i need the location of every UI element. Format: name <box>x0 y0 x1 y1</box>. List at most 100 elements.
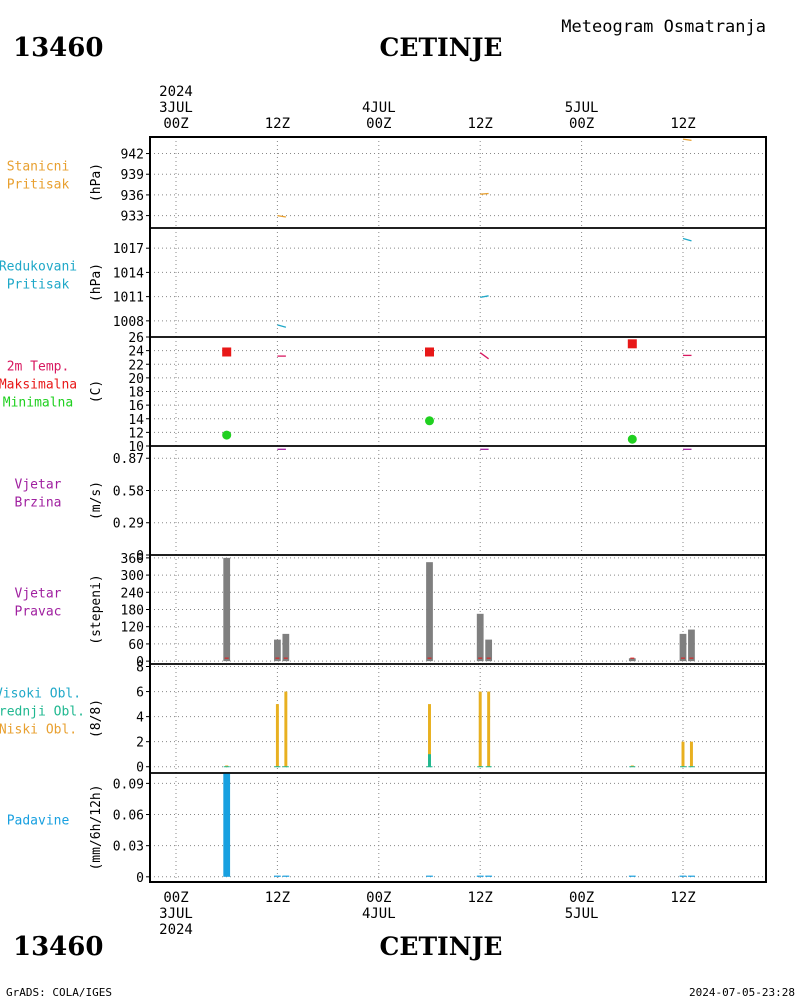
bars-clouds <box>223 691 695 768</box>
y-tick-label: 300 <box>121 569 144 584</box>
y-tick-label: 18 <box>128 386 144 401</box>
y-axis-label: (hPa) <box>89 163 104 202</box>
bottom-time-label: 00Z <box>366 890 391 906</box>
panel-frame <box>149 772 767 883</box>
y-tick-label: 0.06 <box>113 809 144 824</box>
station-name-bottom: CETINJE <box>380 932 503 961</box>
y-axis-label: (stepeni) <box>89 574 104 644</box>
panel-title: Vjetar Pravac <box>15 587 62 620</box>
panel-clouds: 0 2 4 6 8 (8/8) Visoki Obl. Srednji Obl. Niski O… <box>0 661 767 776</box>
bar <box>225 765 229 767</box>
bar <box>485 875 493 877</box>
y-tick-label: 942 <box>121 148 144 163</box>
series-segment <box>480 295 489 299</box>
max-temp-marker <box>627 339 637 349</box>
bar <box>679 633 687 662</box>
render-timestamp: 2024-07-05-23:28 <box>689 986 795 999</box>
series-sea_pressure <box>277 237 692 328</box>
y-tick-label: 0.03 <box>113 840 144 855</box>
bar <box>688 875 695 877</box>
y-axis-label: (mm/6h/12h) <box>89 784 104 870</box>
panel-sea_pressure: 1008 1011 1014 1017 (hPa) Redukovani Pritisak <box>0 227 767 338</box>
panel-title-line: Vjetar <box>15 478 62 493</box>
y-tick-label: 22 <box>128 358 144 373</box>
top-time-label: 3JUL <box>159 100 193 116</box>
y-tick-label: 0.29 <box>113 517 144 532</box>
bars-precipitation <box>223 773 695 877</box>
bar <box>485 639 493 662</box>
y-axis-label: (m/s) <box>89 481 104 520</box>
min-temp-marker <box>425 416 434 426</box>
y-axis-label: (hPa) <box>89 263 104 302</box>
panel-frame <box>149 136 767 229</box>
y-tick-label: 0.87 <box>113 452 144 467</box>
panel-title: 2m Temp. Maksimalna Minimalna <box>0 360 77 411</box>
bar <box>223 557 231 662</box>
panel-wind_direction: 0 60 120 180 240 300 360 (stepeni) Vjetar Pravac <box>15 552 767 670</box>
bar <box>428 704 431 767</box>
y-tick-label: 120 <box>121 621 144 636</box>
y-tick-label: 1014 <box>113 266 144 281</box>
panel-title-line: Padavine <box>7 814 70 829</box>
panel-title: Stanicni Pritisak <box>7 160 70 193</box>
bar <box>681 741 685 767</box>
vertical-grid <box>175 446 684 555</box>
y-tick-label: 14 <box>128 413 144 428</box>
vertical-grid <box>175 773 684 882</box>
top-time-label: 00Z <box>163 116 188 132</box>
y-tick-label: 2 <box>136 736 144 751</box>
bar <box>426 875 433 877</box>
series-segment <box>480 192 489 195</box>
y-tick-label: 360 <box>121 552 144 567</box>
vertical-grid <box>175 137 684 228</box>
bottom-time-label: 12Z <box>468 890 493 906</box>
bar <box>282 633 290 662</box>
bar <box>274 875 281 877</box>
panel-title-line: Srednji Obl. <box>0 705 85 720</box>
y-axis-label: (8/8) <box>89 699 104 738</box>
bar <box>628 875 636 877</box>
bar <box>284 691 288 767</box>
mid-cloud-bar <box>428 754 431 767</box>
y-axis: 0 60 120 180 240 300 360 <box>121 552 766 670</box>
panel-title-line: Minimalna <box>3 396 73 411</box>
bar <box>476 875 484 877</box>
panel-title-line: Pritisak <box>7 278 70 293</box>
bar <box>275 704 279 767</box>
bar <box>478 691 482 767</box>
series-segment <box>277 324 287 328</box>
series-temperature <box>277 352 692 360</box>
bottom-time-label: 2024 <box>159 922 193 938</box>
panel-title-line: Stanicni <box>7 160 70 175</box>
bottom-time-label: 12Z <box>265 890 290 906</box>
panel-title-line: Maksimalna <box>0 378 77 393</box>
y-tick-label: 0 <box>136 655 144 670</box>
station-id-bottom: 13460 <box>13 932 103 962</box>
header: 13460 CETINJE Meteogram Osmatranja <box>13 17 766 63</box>
station-name-top: CETINJE <box>380 33 503 62</box>
bar <box>476 613 484 662</box>
y-axis-label: (C) <box>89 380 104 403</box>
bar <box>630 765 634 767</box>
footer: 13460 CETINJE GrADS: COLA/IGES 2024-07-0… <box>6 932 795 999</box>
panel-title-line: Niski Obl. <box>0 723 77 738</box>
outer-frame <box>149 136 767 883</box>
panel-title: Padavine <box>7 814 70 829</box>
panel-title-line: Redukovani <box>0 260 77 275</box>
panel-frame <box>149 445 767 556</box>
y-tick-label: 1011 <box>113 291 144 306</box>
top-time-label: 5JUL <box>565 100 599 116</box>
y-tick-label: 8 <box>136 661 144 676</box>
bar <box>223 773 231 877</box>
series-segment <box>682 237 692 242</box>
y-tick-label: 0 <box>136 549 144 564</box>
y-tick-label: 933 <box>121 210 144 225</box>
bars-wind_direction <box>223 557 695 662</box>
y-axis: 933 936 939 942 <box>121 148 766 225</box>
y-tick-label: 24 <box>128 345 144 360</box>
max-temp-marker <box>425 347 434 357</box>
y-axis: 0 0.29 0.58 0.87 <box>113 452 766 564</box>
